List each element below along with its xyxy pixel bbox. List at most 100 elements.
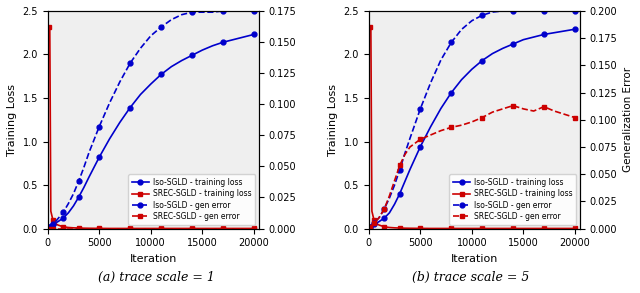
SREC-SGLD - gen error (370, 221, 378, 225)
Iso-SGLD - training loss (385, 211, 393, 215)
Iso-SGLD - training loss (198, 48, 206, 52)
Iso-SGLD - training loss (367, 224, 374, 228)
SREC-SGLD - training loss (178, 227, 186, 230)
SREC-SGLD - gen error (509, 104, 517, 107)
SREC-SGLD - gen error (396, 164, 404, 167)
Line: Iso-SGLD - gen error: Iso-SGLD - gen error (367, 8, 577, 230)
Iso-SGLD - training loss (250, 33, 258, 36)
Iso-SGLD - gen error (406, 137, 414, 140)
Iso-SGLD - gen error (375, 216, 383, 219)
Line: SREC-SGLD - training loss: SREC-SGLD - training loss (367, 25, 577, 231)
Iso-SGLD - gen error (60, 211, 67, 214)
Iso-SGLD - training loss (375, 220, 383, 223)
Iso-SGLD - training loss (46, 224, 54, 228)
SREC-SGLD - gen error (372, 219, 380, 223)
Iso-SGLD - training loss (390, 202, 398, 206)
SREC-SGLD - gen error (85, 227, 93, 230)
SREC-SGLD - training loss (157, 227, 165, 230)
SREC-SGLD - gen error (198, 227, 206, 230)
SREC-SGLD - training loss (198, 227, 206, 230)
Iso-SGLD - gen error (188, 11, 196, 14)
Iso-SGLD - gen error (75, 180, 83, 183)
Iso-SGLD - training loss (51, 222, 59, 225)
Iso-SGLD - gen error (80, 166, 88, 169)
Iso-SGLD - training loss (417, 145, 424, 149)
Iso-SGLD - gen error (51, 221, 59, 224)
SREC-SGLD - training loss (147, 227, 155, 230)
Iso-SGLD - training loss (372, 222, 380, 225)
Iso-SGLD - gen error (417, 107, 424, 111)
SREC-SGLD - gen error (458, 123, 465, 127)
Iso-SGLD - gen error (46, 224, 54, 228)
SREC-SGLD - training loss (49, 218, 57, 222)
SREC-SGLD - training loss (417, 226, 424, 230)
Line: Iso-SGLD - training loss: Iso-SGLD - training loss (46, 32, 256, 229)
SREC-SGLD - training loss (60, 225, 67, 229)
Iso-SGLD - training loss (239, 35, 247, 39)
SREC-SGLD - gen error (136, 227, 144, 230)
Iso-SGLD - training loss (49, 222, 57, 226)
SREC-SGLD - gen error (95, 227, 103, 230)
Iso-SGLD - training loss (488, 52, 496, 55)
Iso-SGLD - training loss (209, 44, 216, 47)
Iso-SGLD - gen error (550, 9, 558, 13)
SREC-SGLD - gen error (219, 227, 227, 230)
SREC-SGLD - gen error (367, 225, 374, 228)
Iso-SGLD - training loss (157, 73, 165, 76)
Iso-SGLD - gen error (168, 18, 175, 21)
SREC-SGLD - training loss (571, 227, 579, 230)
SREC-SGLD - training loss (458, 227, 465, 230)
Iso-SGLD - gen error (437, 58, 445, 62)
Iso-SGLD - gen error (54, 217, 62, 220)
SREC-SGLD - gen error (188, 227, 196, 230)
Iso-SGLD - training loss (396, 192, 404, 195)
SREC-SGLD - training loss (370, 218, 378, 222)
SREC-SGLD - gen error (478, 116, 486, 119)
SREC-SGLD - gen error (530, 109, 538, 113)
Iso-SGLD - gen error (368, 224, 376, 227)
Iso-SGLD - gen error (385, 196, 393, 200)
SREC-SGLD - gen error (126, 227, 134, 230)
Text: (b) trace scale = 5: (b) trace scale = 5 (412, 271, 529, 284)
Iso-SGLD - training loss (380, 216, 388, 220)
SREC-SGLD - gen error (488, 110, 496, 114)
SREC-SGLD - training loss (51, 222, 59, 225)
SREC-SGLD - gen error (385, 194, 393, 198)
Line: Iso-SGLD - training loss: Iso-SGLD - training loss (367, 27, 577, 229)
Line: Iso-SGLD - gen error: Iso-SGLD - gen error (46, 8, 256, 230)
Iso-SGLD - gen error (116, 80, 124, 84)
SREC-SGLD - training loss (188, 227, 196, 230)
Iso-SGLD - gen error (70, 192, 77, 195)
Iso-SGLD - gen error (95, 125, 103, 128)
SREC-SGLD - training loss (561, 227, 568, 230)
SREC-SGLD - training loss (46, 27, 54, 30)
SREC-SGLD - training loss (447, 227, 455, 230)
Iso-SGLD - gen error (366, 226, 374, 229)
SREC-SGLD - gen error (417, 138, 424, 141)
SREC-SGLD - gen error (561, 113, 568, 116)
X-axis label: Iteration: Iteration (130, 254, 177, 264)
SREC-SGLD - gen error (51, 227, 59, 230)
SREC-SGLD - training loss (209, 227, 216, 230)
SREC-SGLD - gen error (157, 227, 165, 230)
Iso-SGLD - training loss (540, 33, 548, 36)
SREC-SGLD - training loss (437, 227, 445, 230)
SREC-SGLD - training loss (126, 227, 134, 230)
SREC-SGLD - gen error (447, 126, 455, 129)
Line: SREC-SGLD - gen error: SREC-SGLD - gen error (367, 103, 577, 230)
Iso-SGLD - gen error (136, 47, 144, 50)
Iso-SGLD - training loss (468, 67, 476, 71)
X-axis label: Iteration: Iteration (451, 254, 498, 264)
SREC-SGLD - training loss (550, 227, 558, 230)
SREC-SGLD - training loss (45, 26, 52, 29)
Iso-SGLD - training loss (229, 38, 237, 41)
SREC-SGLD - gen error (229, 227, 237, 230)
Iso-SGLD - training loss (550, 31, 558, 35)
Legend: Iso-SGLD - training loss, SREC-SGLD - training loss, Iso-SGLD - gen error, SREC-: Iso-SGLD - training loss, SREC-SGLD - tr… (449, 174, 576, 225)
SREC-SGLD - training loss (47, 209, 54, 213)
Iso-SGLD - gen error (198, 11, 206, 14)
SREC-SGLD - training loss (80, 226, 88, 230)
Iso-SGLD - gen error (106, 101, 113, 105)
SREC-SGLD - gen error (49, 227, 57, 230)
Iso-SGLD - training loss (65, 211, 72, 215)
